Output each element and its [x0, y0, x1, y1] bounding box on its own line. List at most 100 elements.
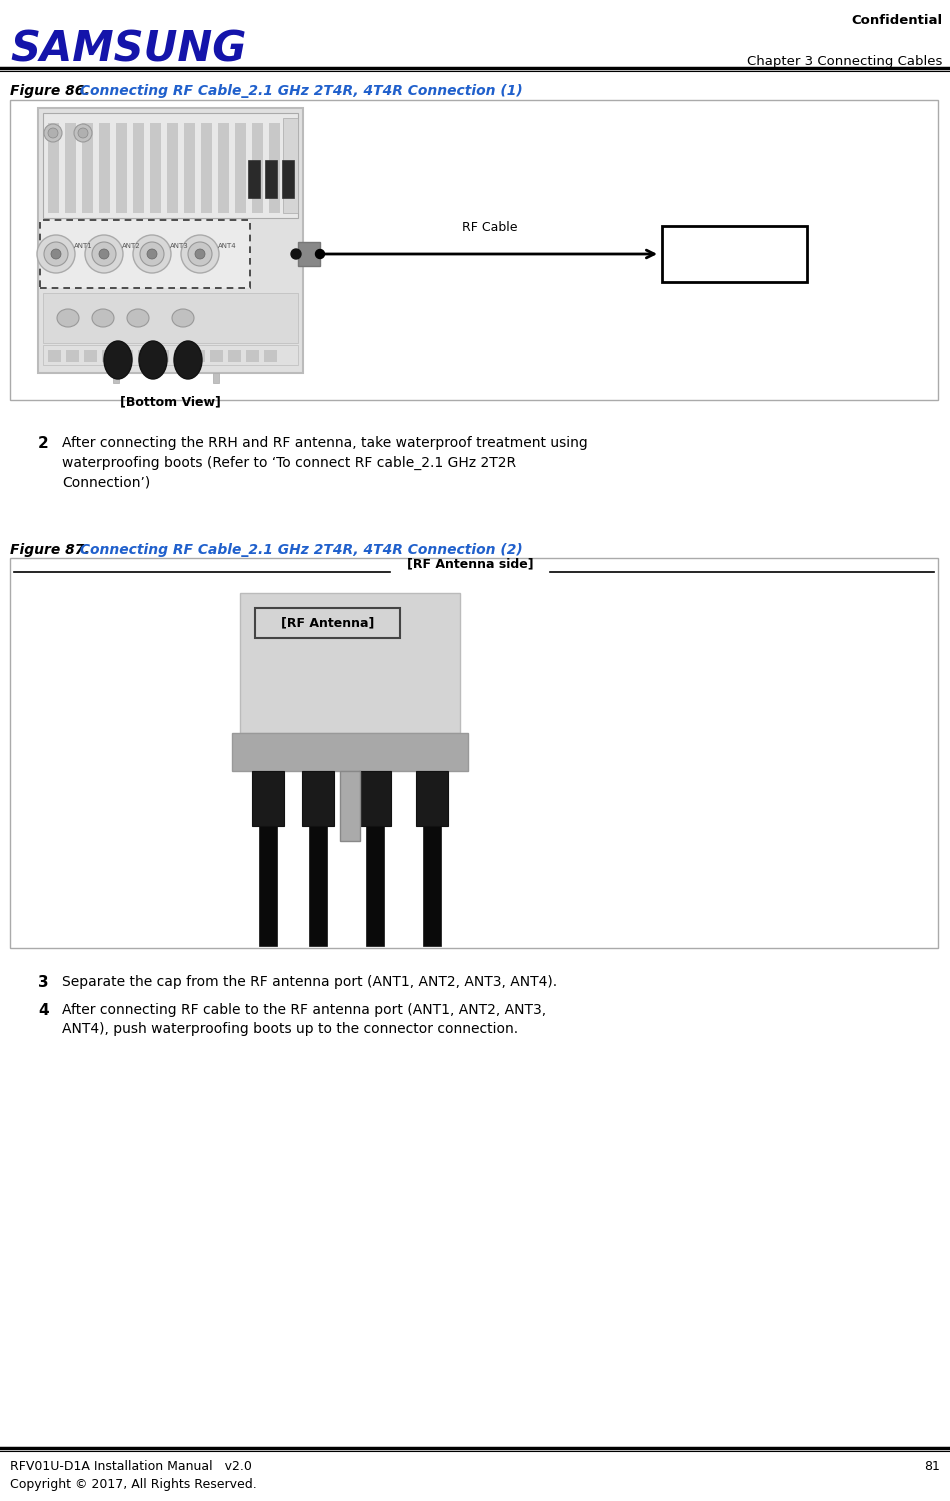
Text: ANT3: ANT3 [170, 243, 189, 249]
Bar [366, 826, 384, 946]
Ellipse shape [172, 309, 194, 327]
Text: After connecting RF cable to the RF antenna port (ANT1, ANT2, ANT3,
ANT4), push : After connecting RF cable to the RF ante… [62, 1003, 546, 1037]
Circle shape [195, 249, 205, 260]
Bar [340, 772, 360, 841]
Bar [43, 293, 298, 344]
Bar [298, 242, 320, 266]
Bar [113, 374, 119, 383]
Circle shape [99, 249, 109, 260]
Bar [150, 123, 161, 213]
Bar [210, 350, 223, 362]
Bar [246, 350, 259, 362]
Bar [259, 826, 277, 946]
Bar [213, 374, 219, 383]
Bar [184, 123, 195, 213]
Bar [302, 772, 334, 826]
Bar [192, 350, 205, 362]
Bar [43, 345, 298, 365]
Bar [38, 108, 303, 374]
Text: Connecting RF Cable_2.1 GHz 2T4R, 4T4R Connection (1): Connecting RF Cable_2.1 GHz 2T4R, 4T4R C… [75, 84, 522, 98]
Circle shape [147, 249, 157, 260]
Text: ANT2: ANT2 [122, 243, 141, 249]
Text: [RF Antenna]: [RF Antenna] [281, 617, 374, 629]
Text: Copyright © 2017, All Rights Reserved.: Copyright © 2017, All Rights Reserved. [10, 1478, 256, 1490]
Text: Figure 86.: Figure 86. [10, 84, 89, 98]
Bar [265, 161, 277, 198]
Circle shape [315, 249, 325, 258]
Circle shape [44, 242, 68, 266]
Bar [240, 593, 460, 732]
Bar [255, 608, 400, 638]
Text: Separate the cap from the RF antenna port (ANT1, ANT2, ANT3, ANT4).: Separate the cap from the RF antenna por… [62, 976, 557, 989]
Bar [201, 123, 212, 213]
Text: Figure 87.: Figure 87. [10, 543, 89, 557]
Bar [84, 350, 97, 362]
Bar [283, 119, 298, 213]
Bar [282, 161, 294, 198]
Text: Connecting RF Cable_2.1 GHz 2T4R, 4T4R Connection (2): Connecting RF Cable_2.1 GHz 2T4R, 4T4R C… [75, 543, 522, 557]
Bar [138, 350, 151, 362]
Bar [359, 772, 391, 826]
Bar [174, 350, 187, 362]
Circle shape [92, 242, 116, 266]
Text: Chapter 3 Connecting Cables: Chapter 3 Connecting Cables [747, 56, 942, 68]
Text: ANT4: ANT4 [218, 243, 237, 249]
Bar [252, 123, 263, 213]
Bar [40, 221, 250, 288]
Text: [RF Antenna side]: [RF Antenna side] [407, 557, 533, 570]
Circle shape [181, 236, 219, 273]
Text: ANT1: ANT1 [74, 243, 93, 249]
Bar [232, 732, 468, 772]
Text: After connecting the RRH and RF antenna, take waterproof treatment using
waterpr: After connecting the RRH and RF antenna,… [62, 435, 588, 489]
Ellipse shape [104, 341, 132, 378]
Text: 2: 2 [38, 435, 48, 450]
Bar [235, 123, 246, 213]
Text: SAMSUNG: SAMSUNG [10, 29, 246, 71]
Circle shape [74, 125, 92, 143]
Text: [Bottom View]: [Bottom View] [120, 395, 221, 408]
Bar [120, 350, 133, 362]
Circle shape [44, 125, 62, 143]
Text: Confidential: Confidential [851, 14, 942, 27]
Circle shape [78, 128, 88, 138]
Bar [264, 350, 277, 362]
Bar [228, 350, 241, 362]
Bar [10, 558, 938, 949]
Circle shape [85, 236, 123, 273]
Text: 3: 3 [38, 976, 48, 991]
Circle shape [37, 236, 75, 273]
Text: 81: 81 [924, 1460, 940, 1472]
Circle shape [133, 236, 171, 273]
Text: RF Cable: RF Cable [463, 221, 518, 234]
Bar [218, 123, 229, 213]
Circle shape [140, 242, 164, 266]
Text: 4: 4 [38, 1003, 48, 1018]
Ellipse shape [174, 341, 202, 378]
Bar [65, 123, 76, 213]
Text: RFV01U-D1A Installation Manual   v2.0: RFV01U-D1A Installation Manual v2.0 [10, 1460, 252, 1472]
Bar [48, 123, 59, 213]
Text: RF Antenna: RF Antenna [689, 248, 780, 261]
Bar [116, 123, 127, 213]
Ellipse shape [139, 341, 167, 378]
Bar [662, 227, 807, 282]
Ellipse shape [92, 309, 114, 327]
Ellipse shape [57, 309, 79, 327]
Bar [423, 826, 441, 946]
Bar [269, 123, 280, 213]
Bar [252, 772, 284, 826]
Bar [248, 161, 260, 198]
Bar [43, 113, 298, 218]
Ellipse shape [127, 309, 149, 327]
Bar [102, 350, 115, 362]
Bar [66, 350, 79, 362]
Bar [10, 101, 938, 399]
Bar [99, 123, 110, 213]
Circle shape [48, 128, 58, 138]
Bar [82, 123, 93, 213]
Circle shape [291, 249, 301, 260]
Circle shape [51, 249, 61, 260]
Bar [309, 826, 327, 946]
Bar [48, 350, 61, 362]
Circle shape [188, 242, 212, 266]
